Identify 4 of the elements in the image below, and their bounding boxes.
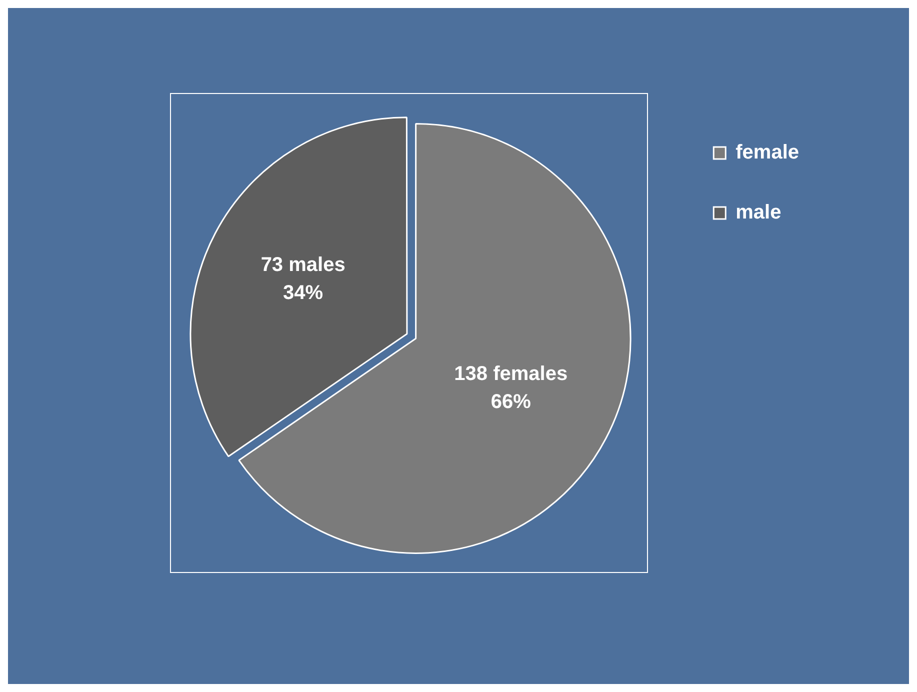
data-label: 138 females 66% [454, 362, 568, 413]
data-label: 73 males 34% [260, 254, 346, 304]
legend-label: female [736, 142, 800, 164]
legend-label: male [736, 202, 782, 224]
